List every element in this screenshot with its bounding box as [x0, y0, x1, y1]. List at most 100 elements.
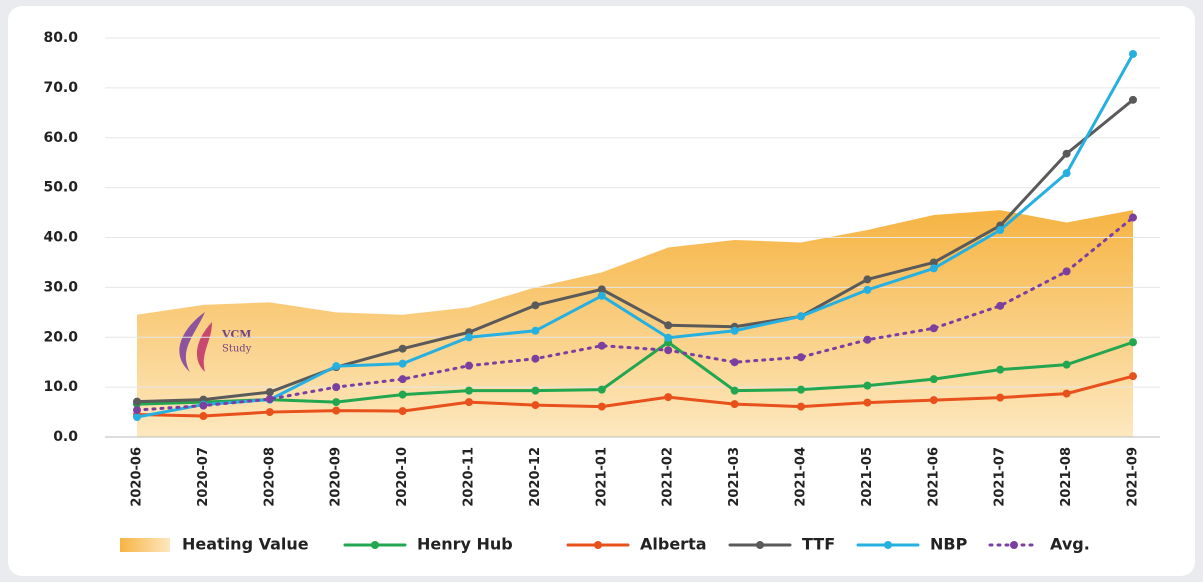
- point: [265, 388, 274, 397]
- y-tick-label: 60.0: [43, 130, 78, 146]
- line: [135, 98, 1135, 404]
- point: [133, 406, 141, 415]
- x-tick-label: 2020-09: [329, 447, 344, 507]
- y-tick-label: 80.0: [43, 30, 78, 46]
- point: [133, 397, 141, 406]
- point: [1129, 372, 1137, 381]
- point: [863, 381, 872, 390]
- point: [1129, 213, 1137, 222]
- point: [597, 285, 606, 294]
- point: [730, 386, 739, 395]
- point: [797, 402, 805, 411]
- watermark-text: VCM: [221, 328, 251, 341]
- legend-swatch: [120, 538, 170, 552]
- point: [531, 301, 540, 310]
- point: [797, 385, 805, 394]
- point: [730, 400, 739, 409]
- point: [863, 398, 872, 407]
- point: [465, 386, 473, 395]
- point: [664, 346, 673, 355]
- point: [996, 226, 1005, 235]
- point: [863, 285, 872, 294]
- line: [135, 52, 1135, 419]
- point: [863, 275, 872, 284]
- point: [465, 361, 473, 370]
- legend-label: Avg.: [1050, 535, 1090, 554]
- point: [597, 385, 606, 394]
- line: [135, 216, 1135, 412]
- point: [465, 333, 473, 342]
- point: [1062, 169, 1071, 178]
- point: [929, 396, 938, 405]
- point: [531, 401, 540, 410]
- point: [531, 326, 540, 335]
- point: [1129, 49, 1137, 58]
- point: [797, 312, 805, 321]
- x-tick-label: 2021-06: [926, 447, 941, 507]
- point: [996, 365, 1005, 374]
- x-tick-label: 2020-11: [462, 447, 477, 507]
- x-tick-label: 2020-07: [196, 447, 211, 507]
- x-tick-label: 2021-07: [993, 447, 1008, 507]
- x-tick-label: 2021-01: [594, 447, 609, 507]
- point: [1062, 267, 1071, 276]
- point: [398, 344, 407, 353]
- legend-label: Alberta: [640, 535, 707, 554]
- point: [597, 291, 606, 300]
- point: [398, 359, 407, 368]
- point: [332, 383, 341, 392]
- x-tick-label: 2021-03: [727, 447, 742, 507]
- y-tick-label: 50.0: [43, 180, 78, 196]
- line: [135, 374, 1135, 418]
- point: [133, 413, 141, 422]
- y-tick-label: 30.0: [43, 279, 78, 295]
- point: [996, 393, 1005, 402]
- point: [1129, 95, 1137, 104]
- point: [929, 324, 938, 333]
- point: [929, 264, 938, 273]
- x-tick-label: 2020-08: [262, 447, 277, 507]
- point: [265, 408, 274, 417]
- x-tick-label: 2020-10: [395, 447, 410, 507]
- legend-marker: [594, 541, 602, 549]
- point: [664, 393, 673, 402]
- point: [597, 341, 606, 350]
- legend-label: TTF: [802, 535, 835, 554]
- y-tick-label: 70.0: [43, 80, 78, 96]
- point: [531, 386, 540, 395]
- y-tick-label: 40.0: [43, 230, 78, 246]
- point: [332, 406, 341, 415]
- point: [863, 335, 872, 344]
- legend-marker: [756, 541, 764, 549]
- legend-marker: [1010, 541, 1018, 549]
- legend-label: Henry Hub: [417, 535, 513, 554]
- line: [135, 340, 1135, 406]
- legend-label: NBP: [930, 535, 968, 554]
- point: [929, 258, 938, 267]
- point: [1062, 149, 1071, 158]
- point: [797, 353, 805, 362]
- point: [1062, 360, 1071, 369]
- point: [398, 407, 407, 416]
- point: [1062, 389, 1071, 398]
- x-tick-label: 2021-04: [794, 447, 809, 507]
- y-tick-label: 0.0: [53, 429, 78, 445]
- x-tick-label: 2021-05: [860, 447, 875, 507]
- point: [332, 362, 341, 371]
- legend-marker: [371, 541, 379, 549]
- point: [730, 358, 739, 367]
- point: [730, 326, 739, 335]
- x-tick-label: 2021-09: [1126, 447, 1141, 507]
- x-tick-label: 2021-08: [1059, 447, 1074, 507]
- y-tick-label: 10.0: [43, 379, 78, 395]
- watermark-text: Study: [222, 344, 252, 355]
- x-tick-label: 2021-02: [661, 447, 676, 507]
- x-tick-label: 2020-12: [528, 447, 543, 507]
- point: [996, 301, 1005, 310]
- point: [664, 321, 673, 330]
- legend-marker: [884, 541, 892, 549]
- point: [398, 375, 407, 384]
- point: [929, 375, 938, 384]
- point: [265, 395, 274, 404]
